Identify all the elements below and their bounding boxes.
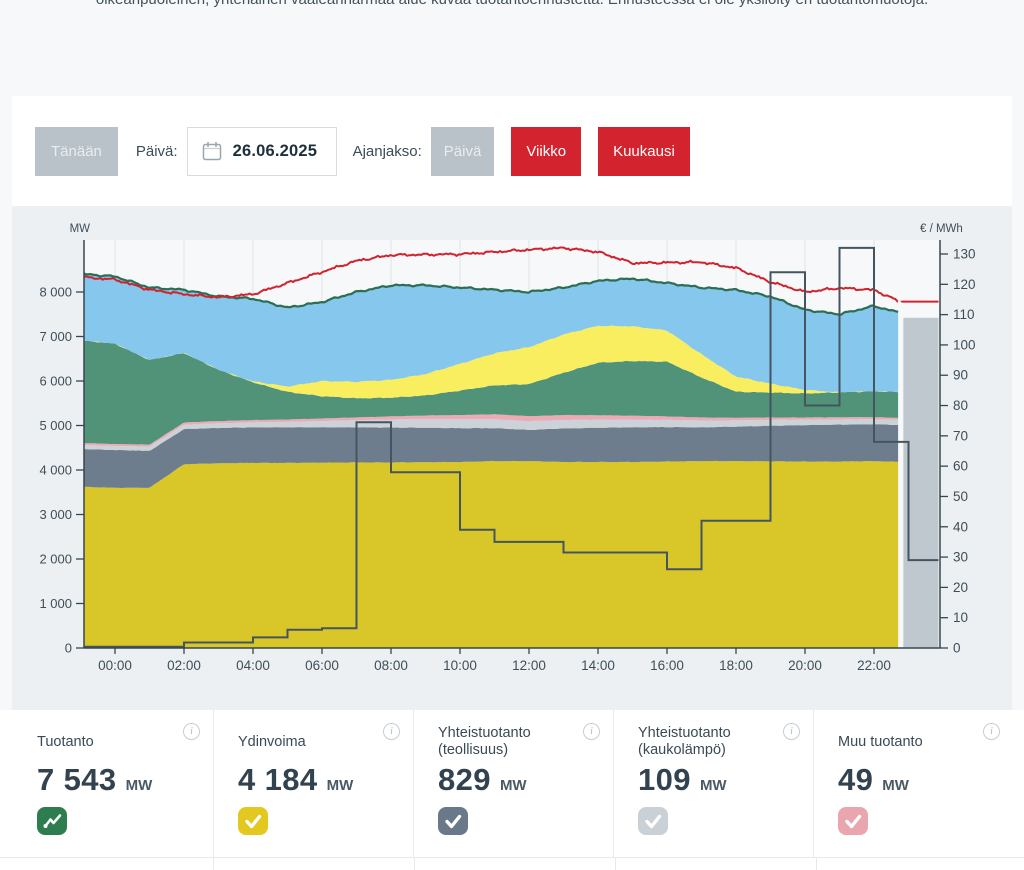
card-unit: MW — [882, 777, 909, 794]
card-unit: MW — [499, 777, 527, 794]
period-month-button[interactable]: Kuukausi — [598, 126, 690, 176]
svg-text:02:00: 02:00 — [167, 658, 201, 673]
chart-toolbar: Tänään Päivä: 26.06.2025 Ajanjakso: Päiv… — [12, 96, 1012, 206]
date-value: 26.06.2025 — [232, 141, 318, 160]
svg-text:90: 90 — [953, 368, 968, 383]
svg-text:10: 10 — [953, 610, 968, 625]
card-value: 829 — [438, 762, 491, 797]
info-icon[interactable]: i — [983, 723, 1000, 740]
period-day-button[interactable]: Päivä — [430, 126, 495, 176]
svg-text:1 000: 1 000 — [39, 596, 72, 611]
page-description-clipped: oikeanpuoleinen, yhtenäinen vaaleanharma… — [0, 0, 1024, 8]
card-unit: MW — [326, 777, 354, 794]
svg-text:7 000: 7 000 — [39, 329, 72, 344]
card-ydinvoima: i Ydinvoima 4 184 MW — [213, 710, 413, 857]
svg-text:0: 0 — [65, 641, 72, 656]
svg-text:06:00: 06:00 — [305, 658, 339, 673]
card-yhteistuotanto-kaukolampo: i Yhteistuotanto (kaukolämpö) 109 MW — [613, 710, 813, 857]
svg-text:130: 130 — [953, 247, 976, 262]
svg-text:50: 50 — [953, 489, 968, 504]
svg-text:40: 40 — [953, 519, 968, 534]
svg-text:120: 120 — [953, 277, 976, 292]
svg-text:20:00: 20:00 — [788, 658, 822, 673]
card-title: Yhteistuotanto (kaukolämpö) — [638, 725, 731, 758]
next-cards-row-clipped — [0, 858, 1024, 870]
card-muu-tuotanto: i Muu tuotanto 49 MW — [813, 710, 1013, 857]
checkbox-checked-icon[interactable] — [838, 807, 868, 835]
svg-text:60: 60 — [953, 459, 968, 474]
card-value: 7 543 — [37, 762, 117, 797]
production-chart[interactable]: 0 1 000 2 000 3 000 4 000 5 000 6 000 7 000 8 00… — [12, 206, 1012, 710]
card-unit: MW — [125, 777, 153, 794]
svg-text:3 000: 3 000 — [39, 507, 72, 522]
card-title: Yhteistuotanto (teollisuus) — [438, 725, 531, 758]
svg-text:8 000: 8 000 — [39, 285, 72, 300]
svg-text:04:00: 04:00 — [236, 658, 270, 673]
svg-text:18:00: 18:00 — [719, 658, 753, 673]
card-value: 109 — [638, 762, 691, 797]
info-icon[interactable]: i — [583, 723, 600, 740]
card-unit: MW — [699, 777, 727, 794]
card-value: 49 — [838, 762, 874, 797]
card-value: 4 184 — [238, 762, 318, 797]
svg-text:2 000: 2 000 — [39, 552, 72, 567]
svg-text:110: 110 — [953, 307, 975, 322]
svg-text:4 000: 4 000 — [39, 463, 72, 478]
svg-text:12:00: 12:00 — [512, 658, 546, 673]
checkbox-checked-icon[interactable] — [438, 807, 468, 835]
info-icon[interactable]: i — [383, 723, 400, 740]
svg-text:70: 70 — [953, 428, 968, 443]
card-title: Muu tuotanto — [838, 733, 923, 750]
stat-cards-row: i Tuotanto 7 543 MW i Ydinvoima 4 184 MW… — [0, 710, 1024, 858]
svg-text:6 000: 6 000 — [39, 374, 72, 389]
svg-text:0: 0 — [953, 641, 961, 656]
card-title: Ydinvoima — [238, 733, 306, 750]
svg-text:30: 30 — [953, 550, 968, 565]
period-label: Ajanjakso: — [352, 142, 422, 160]
card-tuotanto: i Tuotanto 7 543 MW — [13, 710, 213, 857]
line-chart-icon[interactable] — [37, 807, 67, 835]
checkbox-checked-icon[interactable] — [638, 807, 668, 835]
date-label: Päivä: — [135, 142, 178, 160]
svg-text:20: 20 — [953, 580, 968, 595]
date-input[interactable]: 26.06.2025 — [186, 126, 337, 176]
chart-canvas[interactable]: 0 1 000 2 000 3 000 4 000 5 000 6 000 7 000 8 00… — [12, 206, 1012, 710]
svg-text:€ / MWh: € / MWh — [920, 223, 963, 235]
svg-text:00:00: 00:00 — [98, 658, 132, 673]
svg-text:08:00: 08:00 — [374, 658, 408, 673]
card-title: Tuotanto — [37, 733, 94, 750]
info-icon[interactable]: i — [183, 723, 200, 740]
svg-text:MW: MW — [70, 223, 91, 235]
svg-text:14:00: 14:00 — [581, 658, 615, 673]
svg-text:80: 80 — [953, 398, 968, 413]
svg-text:10:00: 10:00 — [443, 658, 477, 673]
calendar-icon — [202, 142, 221, 161]
svg-text:22:00: 22:00 — [857, 658, 891, 673]
card-yhteistuotanto-teollisuus: i Yhteistuotanto (teollisuus) 829 MW — [413, 710, 613, 857]
svg-text:5 000: 5 000 — [39, 418, 72, 433]
today-button[interactable]: Tänään — [35, 126, 118, 176]
svg-text:100: 100 — [953, 337, 976, 352]
checkbox-checked-icon[interactable] — [238, 807, 268, 835]
period-week-button[interactable]: Viikko — [511, 126, 582, 176]
svg-text:16:00: 16:00 — [650, 658, 684, 673]
info-icon[interactable]: i — [783, 723, 800, 740]
